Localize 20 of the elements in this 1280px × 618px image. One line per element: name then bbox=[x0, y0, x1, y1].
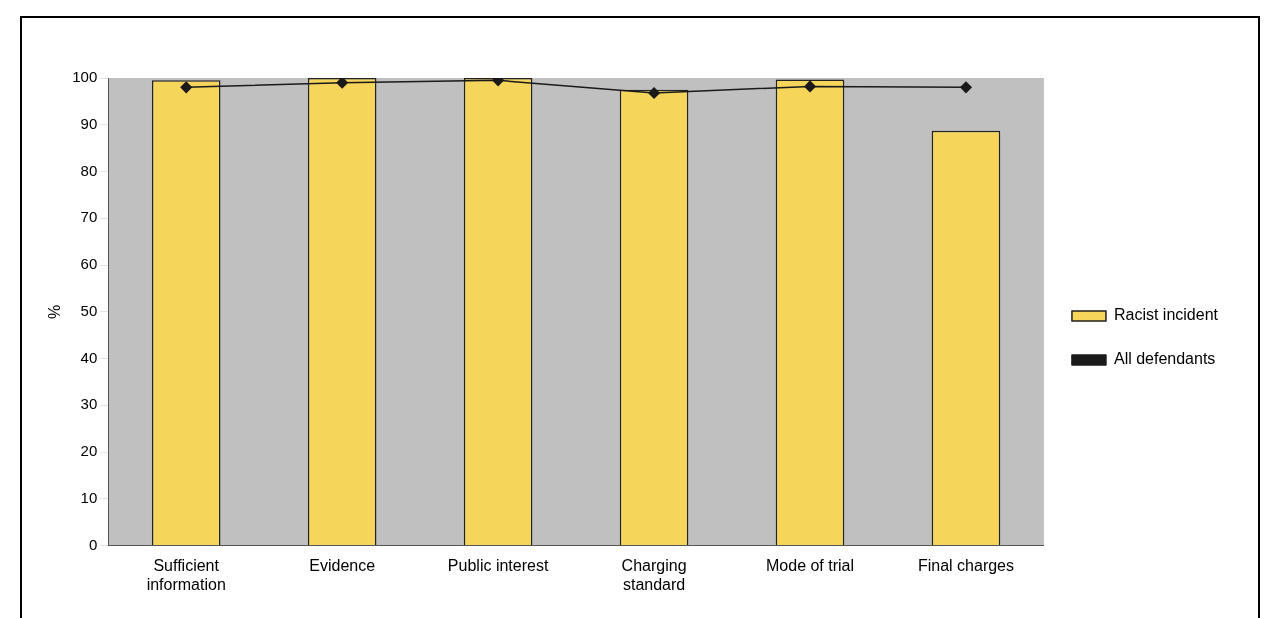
y-tick-label: 30 bbox=[80, 395, 98, 413]
x-tick-label: Final charges bbox=[917, 556, 1014, 574]
y-tick-label: 0 bbox=[88, 535, 98, 553]
y-tick-label: 100 bbox=[72, 68, 98, 86]
y-tick-label: 80 bbox=[80, 161, 98, 179]
x-tick-label: Evidence bbox=[309, 556, 376, 574]
y-axis-title: % bbox=[46, 304, 64, 319]
x-tick-label: Sufficient information bbox=[146, 556, 226, 593]
x-tick-label: Public interest bbox=[447, 556, 549, 574]
x-tick-label: Charging standard bbox=[621, 556, 687, 593]
legend-label: All defendants bbox=[1113, 350, 1216, 368]
y-tick-label: 50 bbox=[80, 301, 98, 319]
y-tick-label: 90 bbox=[80, 114, 98, 132]
y-tick-label: 60 bbox=[80, 255, 98, 273]
y-tick-label: 20 bbox=[80, 442, 98, 460]
y-tick-label: 10 bbox=[80, 488, 98, 506]
legend-label: Racist incident bbox=[1113, 306, 1219, 324]
x-tick-label: Mode of trial bbox=[766, 556, 855, 574]
y-tick-label: 70 bbox=[80, 208, 98, 226]
y-tick-label: 40 bbox=[80, 348, 98, 366]
